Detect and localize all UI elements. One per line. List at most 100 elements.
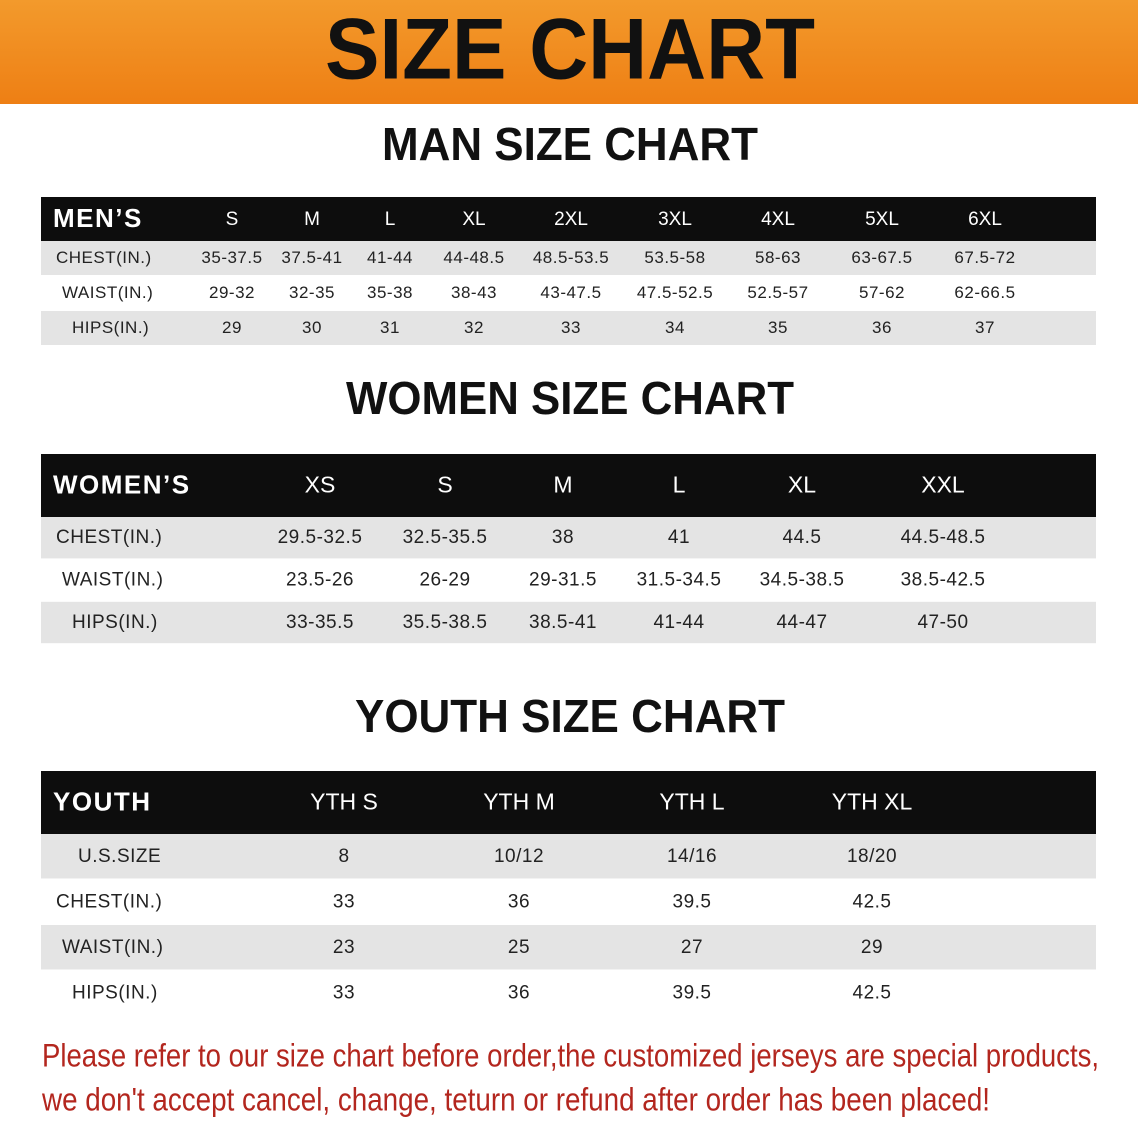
cell: 44.5-48.5	[901, 527, 986, 548]
header-size: M	[304, 209, 320, 230]
cell: 39.5	[673, 891, 712, 912]
table-header	[41, 771, 1096, 834]
cell: 35-37.5	[201, 248, 262, 267]
header-size: YTH L	[659, 789, 724, 815]
header-size: M	[553, 472, 572, 498]
cell: 67.5-72	[954, 248, 1015, 267]
header-size: YTH XL	[832, 789, 913, 815]
cell: 38.5-41	[529, 612, 597, 633]
header-size: 3XL	[658, 209, 692, 230]
header-size: S	[226, 209, 239, 230]
cell: 32	[464, 318, 484, 337]
cell: 63-67.5	[851, 248, 912, 267]
cell: 42.5	[853, 891, 892, 912]
row-label: CHEST(IN.)	[56, 248, 152, 267]
cell: 44.5	[783, 527, 822, 548]
header-size: XL	[462, 209, 485, 230]
cell: 47-50	[917, 612, 968, 633]
cell: 41-44	[653, 612, 704, 633]
cell: 42.5	[853, 982, 892, 1003]
cell: 39.5	[673, 982, 712, 1003]
cell: 36	[872, 318, 892, 337]
cell: 18/20	[847, 846, 897, 867]
cell: 37.5-41	[281, 248, 342, 267]
cell: 53.5-58	[644, 248, 705, 267]
cell: 33	[561, 318, 581, 337]
section-title: MAN SIZE CHART	[382, 118, 758, 170]
cell: 38	[552, 527, 574, 548]
cell: 41	[668, 527, 690, 548]
header-label: MEN’S	[53, 203, 143, 233]
row-label: CHEST(IN.)	[56, 527, 162, 548]
banner	[0, 0, 1138, 104]
footer-note: we don't accept cancel, change, teturn o…	[41, 1081, 990, 1117]
header-label: YOUTH	[53, 786, 152, 816]
cell: 35.5-38.5	[403, 612, 488, 633]
table-row	[41, 970, 1096, 1015]
row-label: CHEST(IN.)	[56, 891, 162, 912]
row-label: U.S.SIZE	[78, 846, 161, 867]
cell: 44-47	[776, 612, 827, 633]
cell: 30	[302, 318, 322, 337]
cell: 35-38	[367, 283, 413, 302]
header-label: WOMEN’S	[53, 469, 191, 499]
header-size: XS	[305, 472, 336, 498]
row-label: WAIST(IN.)	[62, 570, 163, 591]
header-size: L	[385, 209, 396, 230]
cell: 14/16	[667, 846, 717, 867]
section-title: WOMEN SIZE CHART	[346, 372, 794, 424]
page-title: SIZE CHART	[325, 2, 815, 98]
cell: 29-31.5	[529, 570, 597, 591]
cell: 23.5-26	[286, 570, 354, 591]
cell: 48.5-53.5	[533, 248, 609, 267]
cell: 36	[508, 982, 530, 1003]
cell: 37	[975, 318, 995, 337]
table-row	[41, 241, 1096, 275]
cell: 26-29	[419, 570, 470, 591]
row-label: HIPS(IN.)	[72, 318, 149, 337]
header-size: XL	[788, 472, 816, 498]
table-row	[41, 517, 1096, 559]
cell: 41-44	[367, 248, 413, 267]
row-label: WAIST(IN.)	[62, 937, 163, 958]
section-title: YOUTH SIZE CHART	[355, 690, 785, 742]
header-size: YTH S	[310, 789, 378, 815]
cell: 32-35	[289, 283, 335, 302]
header-size: 5XL	[865, 209, 899, 230]
cell: 8	[338, 846, 349, 867]
cell: 29.5-32.5	[278, 527, 363, 548]
cell: 33-35.5	[286, 612, 354, 633]
cell: 52.5-57	[747, 283, 808, 302]
cell: 44-48.5	[443, 248, 504, 267]
cell: 29	[222, 318, 242, 337]
header-size: 6XL	[968, 209, 1002, 230]
cell: 33	[333, 891, 355, 912]
cell: 34.5-38.5	[760, 570, 845, 591]
table-row	[41, 834, 1096, 879]
row-label: HIPS(IN.)	[72, 612, 158, 633]
cell: 32.5-35.5	[403, 527, 488, 548]
table-row	[41, 879, 1096, 924]
cell: 33	[333, 982, 355, 1003]
cell: 36	[508, 891, 530, 912]
header-size: S	[437, 472, 452, 498]
cell: 29-32	[209, 283, 255, 302]
cell: 29	[861, 937, 883, 958]
cell: 35	[768, 318, 788, 337]
cell: 38-43	[451, 283, 497, 302]
cell: 31	[380, 318, 400, 337]
header-size: L	[673, 472, 686, 498]
cell: 10/12	[494, 846, 544, 867]
cell: 27	[681, 937, 703, 958]
cell: 47.5-52.5	[637, 283, 713, 302]
table-row	[41, 925, 1096, 970]
cell: 38.5-42.5	[901, 570, 986, 591]
table-row	[41, 601, 1096, 644]
cell: 58-63	[755, 248, 801, 267]
footer-note: Please refer to our size chart before or…	[42, 1037, 1099, 1073]
cell: 23	[333, 937, 355, 958]
table-row	[41, 311, 1096, 345]
cell: 25	[508, 937, 530, 958]
cell: 31.5-34.5	[637, 570, 722, 591]
